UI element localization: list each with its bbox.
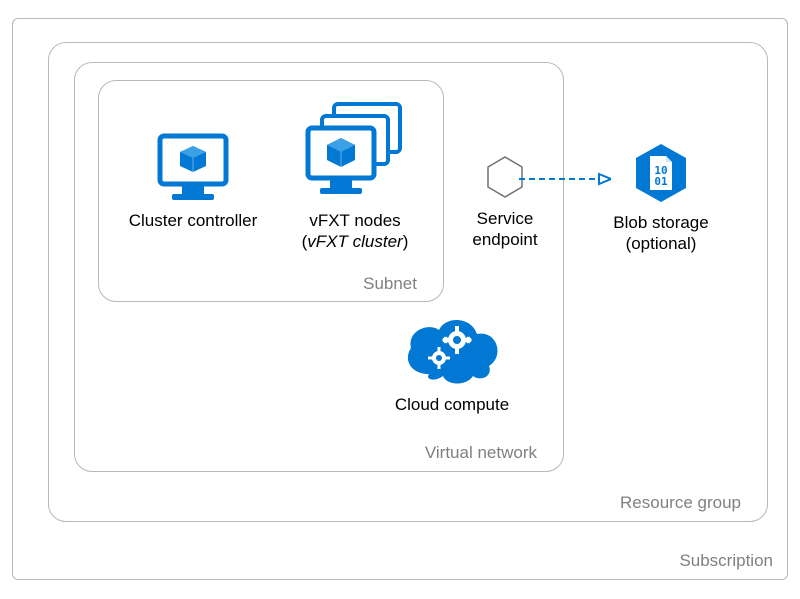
blob-storage-label: Blob storage (optional) xyxy=(596,212,726,255)
cloud-compute-label: Cloud compute xyxy=(372,394,532,415)
vfxt-nodes-node: vFXT nodes (vFXT cluster) xyxy=(280,100,430,253)
resource-group-label: Resource group xyxy=(620,493,741,513)
blob-storage-node: 10 01 Blob storage (optional) xyxy=(596,140,726,255)
cloud-gears-icon xyxy=(397,310,507,388)
monitor-cube-icon xyxy=(154,130,232,204)
service-endpoint-node: Service endpoint xyxy=(455,152,555,251)
cloud-compute-node: Cloud compute xyxy=(372,310,532,415)
vfxt-nodes-label-line1: vFXT nodes xyxy=(309,211,400,230)
monitor-cube-stack-icon xyxy=(300,100,410,204)
vfxt-nodes-label: vFXT nodes (vFXT cluster) xyxy=(280,210,430,253)
arrow-endpoint-to-blob xyxy=(519,171,611,187)
subscription-label: Subscription xyxy=(679,551,773,571)
hex-file-binary-icon: 10 01 xyxy=(628,140,694,206)
svg-text:01: 01 xyxy=(654,175,668,188)
cluster-controller-node: Cluster controller xyxy=(118,130,268,231)
cluster-controller-label: Cluster controller xyxy=(118,210,268,231)
virtual-network-label: Virtual network xyxy=(425,443,537,463)
service-endpoint-label: Service endpoint xyxy=(455,208,555,251)
subnet-label: Subnet xyxy=(363,274,417,294)
